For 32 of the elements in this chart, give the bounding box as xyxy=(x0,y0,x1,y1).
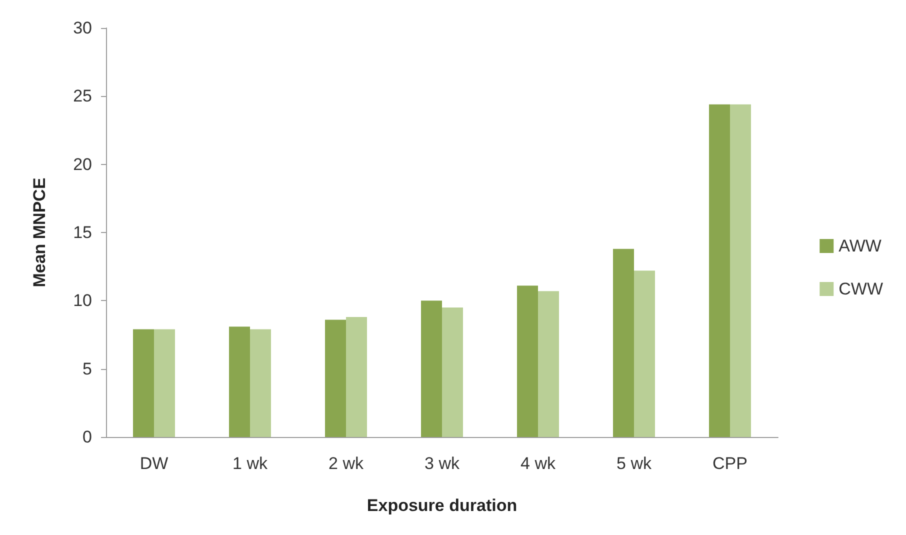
x-tick-label: 4 wk xyxy=(520,454,556,473)
y-tick-label: 0 xyxy=(82,428,92,446)
bar xyxy=(421,300,442,437)
bar xyxy=(346,317,367,437)
bar xyxy=(154,329,175,437)
y-axis-title: Mean MNPCE xyxy=(30,178,49,288)
legend-label: CWW xyxy=(838,280,884,298)
bar xyxy=(229,326,250,437)
x-tick-label: CPP xyxy=(712,454,748,473)
bar xyxy=(517,286,538,437)
bar xyxy=(634,270,655,437)
legend-label: AWW xyxy=(838,236,882,256)
bar xyxy=(442,307,463,437)
bar xyxy=(613,248,634,437)
x-tick-label: DW xyxy=(140,454,168,473)
bar xyxy=(730,104,751,437)
y-tick-label: 10 xyxy=(73,291,92,310)
x-tick-label: 3 wk xyxy=(424,454,460,473)
bar xyxy=(133,329,154,437)
bar xyxy=(709,104,730,437)
x-tick-label: 2 wk xyxy=(328,454,364,473)
y-tick-label: 30 xyxy=(73,18,92,38)
bar xyxy=(325,320,346,437)
y-tick-label: 15 xyxy=(73,223,92,242)
x-tick-label: 5 wk xyxy=(616,454,652,473)
x-tick-label: 1 wk xyxy=(232,454,268,473)
x-axis-title: Exposure duration xyxy=(366,496,518,515)
y-tick-label: 20 xyxy=(73,154,92,174)
y-tick-label: 25 xyxy=(73,86,92,106)
y-tick-label: 5 xyxy=(82,359,92,378)
bar xyxy=(538,291,559,437)
bar xyxy=(250,329,271,437)
